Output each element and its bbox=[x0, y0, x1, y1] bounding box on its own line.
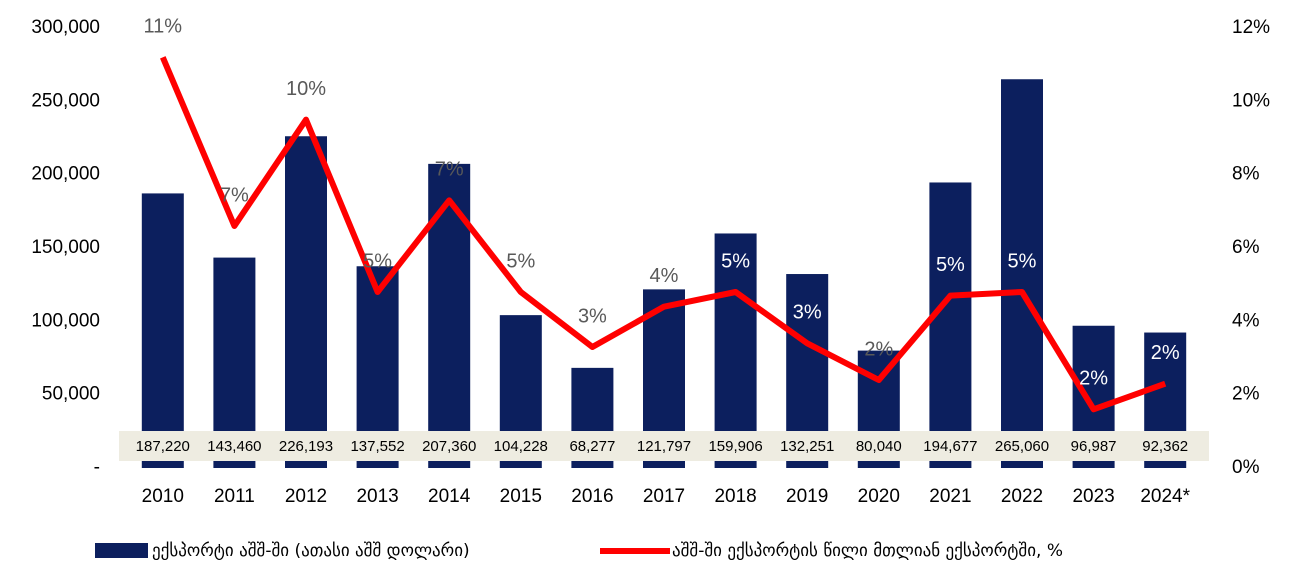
x-tick-label: 2018 bbox=[714, 486, 756, 507]
y-tick-label: 100,000 bbox=[31, 310, 100, 331]
line-data-label: 11% bbox=[144, 16, 183, 38]
line-data-label: 5% bbox=[721, 250, 750, 272]
line-data-label: 5% bbox=[506, 250, 535, 272]
y2-tick-label: 4% bbox=[1232, 310, 1260, 331]
data-label: 96,987 bbox=[1071, 438, 1117, 455]
y2-tick-label: 6% bbox=[1232, 237, 1260, 258]
data-label: 92,362 bbox=[1142, 438, 1188, 455]
x-tick-label: 2016 bbox=[571, 486, 613, 507]
line-data-label: 5% bbox=[936, 254, 965, 276]
bar bbox=[929, 182, 972, 468]
line-data-label: 2% bbox=[1079, 368, 1108, 390]
line-data-label: 4% bbox=[650, 265, 679, 287]
y-tick-label: 150,000 bbox=[31, 237, 100, 258]
y2-tick-label: 2% bbox=[1232, 384, 1260, 405]
x-tick-label: 2013 bbox=[356, 486, 398, 507]
data-label: 132,251 bbox=[780, 438, 834, 455]
y-tick-label: - bbox=[94, 457, 100, 478]
data-label-strip bbox=[119, 431, 1209, 461]
data-label: 68,277 bbox=[569, 438, 615, 455]
x-tick-label: 2017 bbox=[643, 486, 685, 507]
data-label: 104,228 bbox=[494, 438, 548, 455]
y-tick-label: 300,000 bbox=[31, 17, 100, 38]
data-label: 187,220 bbox=[136, 438, 190, 455]
line-data-label: 7% bbox=[220, 184, 249, 206]
x-tick-label: 2022 bbox=[1001, 486, 1043, 507]
x-tick-label: 2014 bbox=[428, 486, 471, 507]
legend-swatch bbox=[95, 543, 148, 558]
line bbox=[160, 56, 1167, 413]
y2-tick-label: 10% bbox=[1232, 90, 1270, 111]
bar bbox=[714, 233, 757, 468]
x-tick-label: 2012 bbox=[285, 486, 327, 507]
legend-label: ექსპორტი აშშ-ში (ათასი აშშ დოლარი) bbox=[152, 541, 470, 561]
line-data-label: 5% bbox=[363, 250, 392, 272]
data-label: 159,906 bbox=[708, 438, 762, 455]
y2-tick-label: 8% bbox=[1232, 164, 1260, 185]
bar bbox=[1001, 79, 1043, 468]
data-label: 137,552 bbox=[350, 438, 404, 455]
line-data-label: 2% bbox=[1151, 342, 1180, 364]
data-label: 207,360 bbox=[422, 438, 476, 455]
x-tick-label: 2019 bbox=[786, 486, 828, 507]
line-data-label: 7% bbox=[435, 159, 464, 181]
y2-tick-label: 12% bbox=[1232, 17, 1270, 38]
data-label: 121,797 bbox=[637, 438, 691, 455]
x-tick-label: 2015 bbox=[500, 486, 542, 507]
x-tick-label: 2011 bbox=[214, 486, 255, 507]
line-data-label: 5% bbox=[1008, 250, 1037, 272]
bar bbox=[141, 193, 184, 469]
bar bbox=[285, 136, 327, 469]
legend-label: აშშ-ში ექსპორტის წილი მთლიან ექსპორტში, … bbox=[672, 541, 1063, 561]
y-tick-label: 250,000 bbox=[31, 90, 100, 111]
x-tick-label: 2021 bbox=[929, 486, 971, 507]
line-data-label: 3% bbox=[578, 305, 607, 327]
x-tick-label: 2023 bbox=[1072, 486, 1114, 507]
line-data-label: 2% bbox=[864, 338, 893, 360]
y-tick-label: 50,000 bbox=[42, 384, 100, 405]
line-data-label: 3% bbox=[793, 302, 822, 324]
line-data-label: 10% bbox=[286, 78, 326, 100]
data-label: 80,040 bbox=[856, 438, 902, 455]
data-label: 194,677 bbox=[923, 438, 977, 455]
x-tick-label: 2020 bbox=[858, 486, 900, 507]
bar bbox=[428, 163, 471, 468]
data-label: 143,460 bbox=[207, 438, 261, 455]
x-tick-label: 2024* bbox=[1140, 486, 1190, 507]
y2-tick-label: 0% bbox=[1232, 457, 1260, 478]
data-label: 226,193 bbox=[279, 438, 333, 455]
data-label: 265,060 bbox=[995, 438, 1049, 455]
y-tick-label: 200,000 bbox=[31, 164, 100, 185]
x-tick-label: 2010 bbox=[142, 486, 184, 507]
